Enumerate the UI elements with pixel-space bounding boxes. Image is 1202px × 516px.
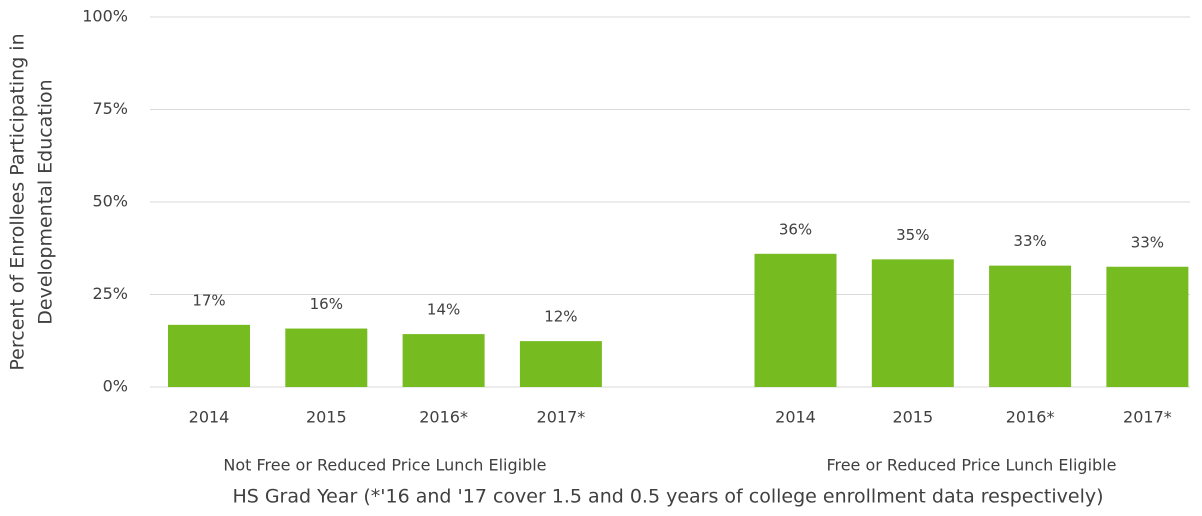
y-tick-label: 25%	[92, 284, 128, 303]
x-tick-label: 2017*	[537, 408, 586, 427]
y-tick-label: 100%	[82, 7, 128, 26]
data-label: 16%	[310, 295, 343, 313]
group-label: Not Free or Reduced Price Lunch Eligible	[223, 456, 546, 475]
bar	[1106, 266, 1189, 387]
x-tick-label: 2017*	[1123, 408, 1172, 427]
bar	[989, 265, 1072, 387]
bar	[754, 253, 837, 387]
x-tick-label: 2014	[775, 408, 816, 427]
y-tick-label: 0%	[103, 377, 128, 396]
y-tick-label: 50%	[92, 192, 128, 211]
x-tick-label: 2015	[306, 408, 347, 427]
x-axis-label: HS Grad Year (*'16 and '17 cover 1.5 and…	[232, 486, 1103, 508]
bar	[285, 328, 368, 387]
data-label: 17%	[192, 291, 225, 309]
data-label: 33%	[1131, 233, 1164, 251]
x-tick-label: 2015	[892, 408, 933, 427]
y-axis-label: Developmental Education	[35, 79, 57, 324]
y-tick-label: 75%	[92, 99, 128, 118]
data-label: 12%	[544, 308, 577, 326]
bar	[168, 324, 250, 387]
data-label: 14%	[427, 301, 460, 319]
data-label: 35%	[896, 226, 929, 244]
group-label: Free or Reduced Price Lunch Eligible	[826, 456, 1116, 475]
x-tick-label: 2014	[189, 408, 230, 427]
x-tick-label: 2016*	[419, 408, 468, 427]
bar	[402, 334, 485, 387]
bar	[519, 341, 602, 387]
data-label: 33%	[1013, 232, 1046, 250]
y-axis-label: Percent of Enrollees Participating in	[7, 33, 29, 370]
data-label: 36%	[779, 220, 812, 238]
bar	[871, 259, 954, 387]
x-tick-label: 2016*	[1006, 408, 1055, 427]
